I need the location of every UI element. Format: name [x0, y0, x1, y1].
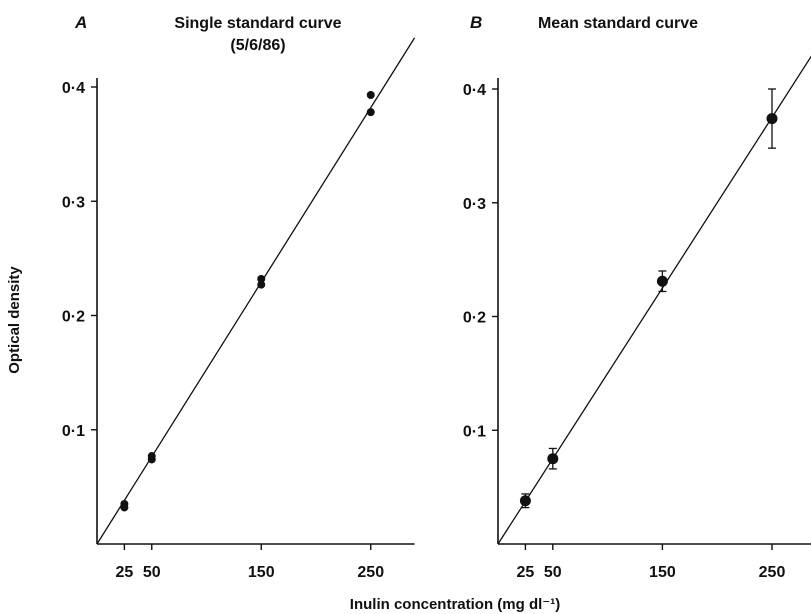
panel-a-plot: 0·1 0·2 0·3 0·4 25 50 150 250: [62, 37, 416, 581]
data-point: [366, 90, 375, 99]
x-tick-label: 250: [357, 564, 384, 581]
y-tick-label: 0·2: [463, 310, 486, 327]
data-point: [547, 453, 559, 465]
fit-line: [497, 55, 811, 545]
x-tick-label: 50: [544, 564, 562, 581]
y-tick-label: 0·1: [62, 423, 85, 440]
x-tick-label: 50: [143, 564, 161, 581]
data-point: [366, 108, 375, 117]
y-tick-label: 0·4: [463, 82, 486, 99]
panel-a-title: Single standard curve: [174, 15, 341, 32]
fit-line: [96, 37, 416, 545]
panel-b-plot: 0·1 0·2 0·3 0·4 25 50 150 250: [463, 55, 811, 581]
x-tick-label: 150: [649, 564, 676, 581]
x-tick-label: 250: [759, 564, 786, 581]
y-tick-label: 0·3: [463, 196, 486, 213]
y-tick-label: 0·3: [62, 194, 85, 211]
x-tick-label: 150: [248, 564, 275, 581]
data-point: [519, 495, 531, 507]
data-point: [120, 500, 129, 509]
y-tick-label: 0·4: [62, 80, 85, 97]
panel-b-letter: B: [470, 13, 482, 32]
y-tick-label: 0·2: [62, 309, 85, 326]
x-axis-title: Inulin concentration (mg dl⁻¹): [350, 596, 560, 613]
panel-a-letter: A: [74, 13, 87, 32]
panel-a-subtitle: (5/6/86): [230, 37, 285, 54]
panel-b-title: Mean standard curve: [538, 15, 698, 32]
panel-a: A Single standard curve (5/6/86) Optical…: [6, 13, 416, 581]
data-point: [257, 280, 266, 289]
panel-b: B Mean standard curve 0·1 0·2 0·3 0·4 25 50 15…: [463, 13, 811, 581]
x-tick-label: 25: [517, 564, 535, 581]
data-point: [257, 274, 266, 283]
x-tick-label: 25: [115, 564, 133, 581]
data-point: [766, 113, 778, 125]
data-point: [656, 275, 668, 287]
y-tick-label: 0·1: [463, 423, 486, 440]
y-axis-title: Optical density: [6, 266, 23, 374]
data-point: [147, 452, 156, 461]
